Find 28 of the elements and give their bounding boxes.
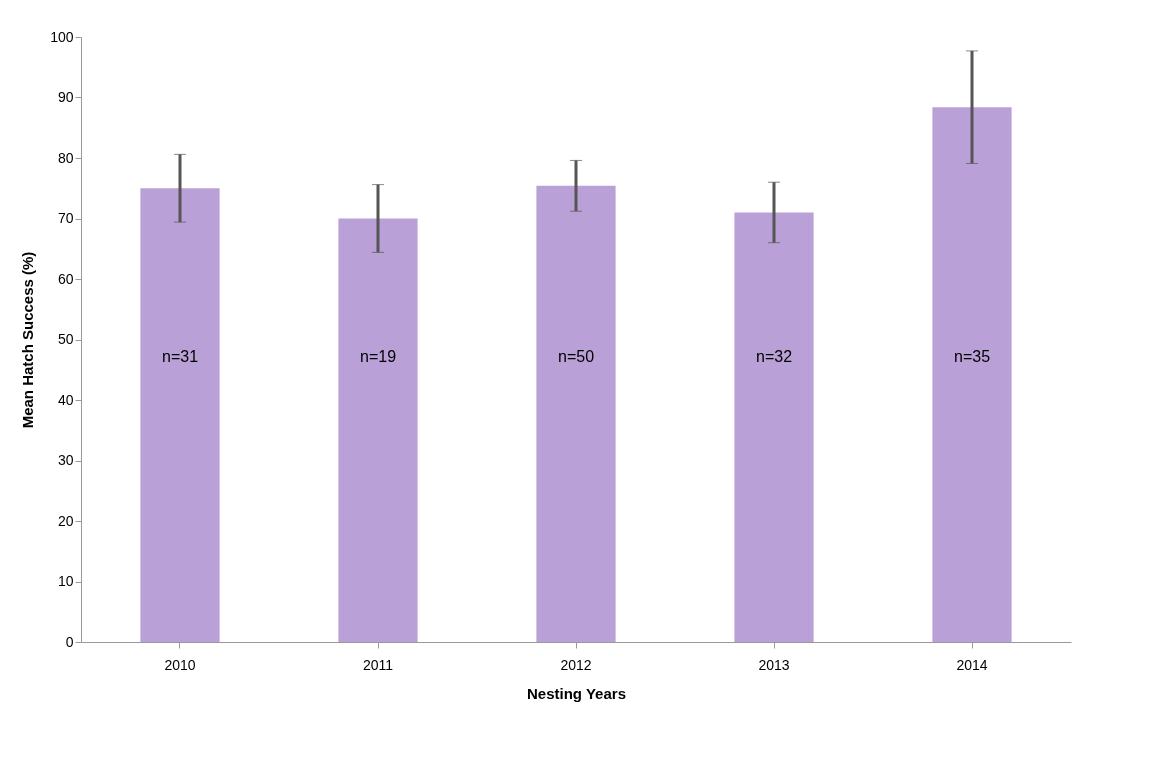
annotation: n=35: [953, 348, 991, 365]
annotation: n=32: [755, 348, 793, 365]
annotation: n=19: [359, 348, 397, 365]
x-axis-title: Nesting Years: [527, 684, 626, 702]
y-tick-label: 100: [50, 28, 74, 45]
y-tick-label: 80: [57, 149, 74, 166]
y-tick-label: 30: [57, 452, 74, 468]
annotation: n=50: [557, 348, 595, 365]
x-tick-label: 2013: [758, 656, 790, 673]
x-tick-label: 2014: [956, 656, 988, 673]
bar: [140, 188, 220, 642]
y-tick-label: 10: [57, 573, 74, 589]
y-tick-label: 40: [57, 391, 74, 408]
x-tick-label: 2011: [362, 656, 394, 673]
bar: [536, 185, 616, 642]
annotation: n=31: [161, 348, 199, 365]
y-tick-label: 20: [57, 512, 74, 529]
y-axis-title: Mean Hatch Success (%): [19, 251, 37, 429]
y-tick-label: 70: [57, 210, 74, 226]
x-tick-label: 2012: [560, 656, 592, 673]
y-tick-label: 60: [57, 270, 74, 287]
bar: [932, 107, 1012, 642]
y-tick-label: 90: [57, 89, 74, 105]
y-tick-label: 0: [65, 633, 74, 650]
bar: [338, 218, 418, 642]
bar: [734, 212, 814, 642]
y-tick-label: 50: [57, 331, 74, 347]
x-tick-label: 2010: [164, 656, 196, 673]
